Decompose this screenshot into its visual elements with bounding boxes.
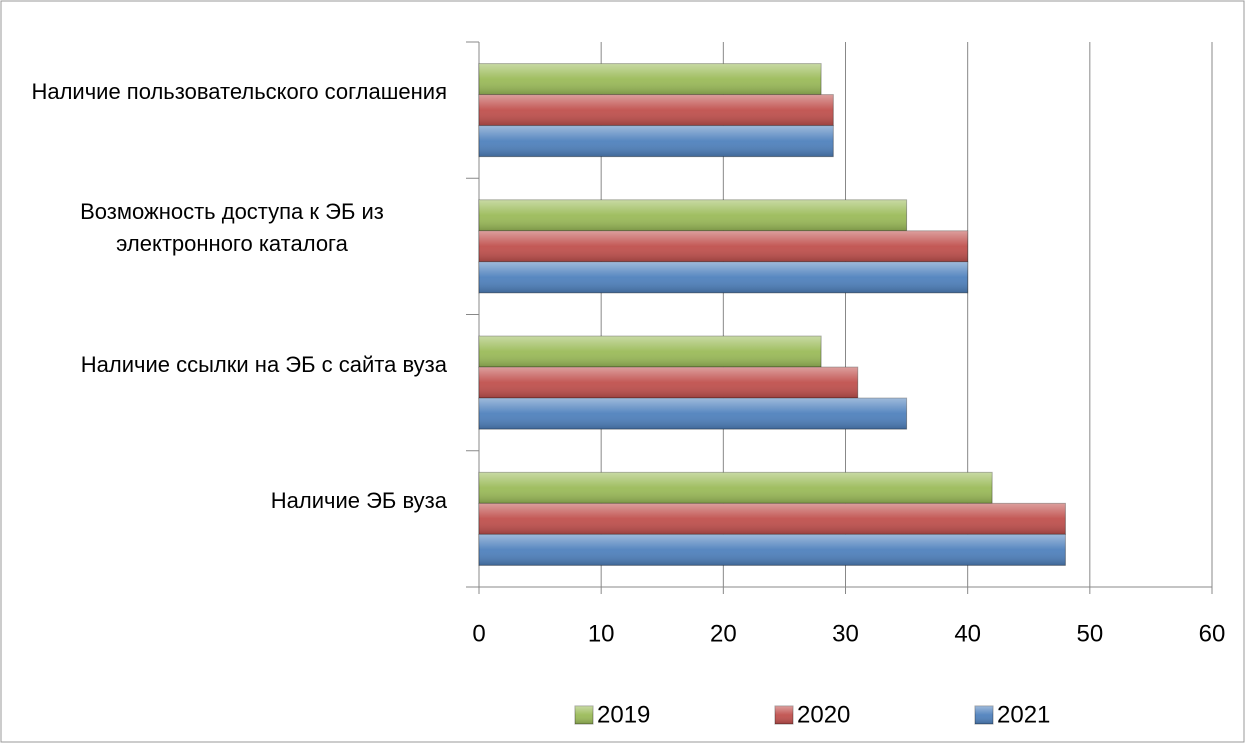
category-label: Наличие ссылки на ЭБ с сайта вуза: [80, 351, 447, 377]
x-tick-label: 60: [1199, 620, 1226, 647]
bar-shade: [479, 63, 822, 95]
bar-shade: [479, 534, 1066, 566]
x-tick-label: 30: [832, 620, 859, 647]
x-tick-label: 50: [1076, 620, 1103, 647]
legend-label: 2020: [797, 701, 850, 728]
bar-shade: [479, 94, 834, 126]
category-label: Возможность доступа к ЭБ из электронного…: [80, 199, 384, 257]
bar-shade: [479, 125, 834, 157]
legend-swatch-shade: [775, 706, 793, 724]
x-tick-label: 10: [588, 620, 615, 647]
bar-shade: [479, 472, 993, 504]
x-tick-label: 40: [954, 620, 981, 647]
legend-swatch-shade: [575, 706, 593, 724]
bar-shade: [479, 398, 907, 430]
legend-label: 2021: [997, 701, 1050, 728]
bar-shade: [479, 199, 907, 231]
legend-label: 2019: [597, 701, 650, 728]
x-tick-label: 0: [472, 620, 485, 647]
x-tick-label: 20: [710, 620, 737, 647]
bar-shade: [479, 261, 968, 293]
bar-shade: [479, 230, 968, 262]
bar-shade: [479, 336, 822, 368]
category-label: Наличие ЭБ вуза: [270, 487, 447, 513]
bar-shade: [479, 503, 1066, 535]
legend-swatch-shade: [975, 706, 993, 724]
bar-shade: [479, 367, 858, 399]
category-label: Наличие пользовательского соглашения: [31, 79, 447, 105]
